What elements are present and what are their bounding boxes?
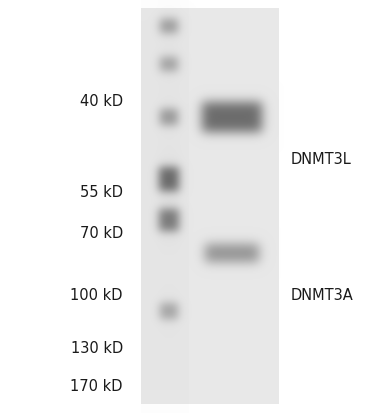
Text: 170 kD: 170 kD [70, 379, 123, 394]
Text: 100 kD: 100 kD [70, 288, 123, 303]
Text: 130 kD: 130 kD [71, 342, 123, 356]
Text: 40 kD: 40 kD [80, 94, 123, 109]
Text: 70 kD: 70 kD [80, 226, 123, 241]
Text: 55 kD: 55 kD [80, 185, 123, 199]
Text: DNMT3A: DNMT3A [290, 288, 353, 303]
Text: DNMT3L: DNMT3L [290, 152, 351, 166]
